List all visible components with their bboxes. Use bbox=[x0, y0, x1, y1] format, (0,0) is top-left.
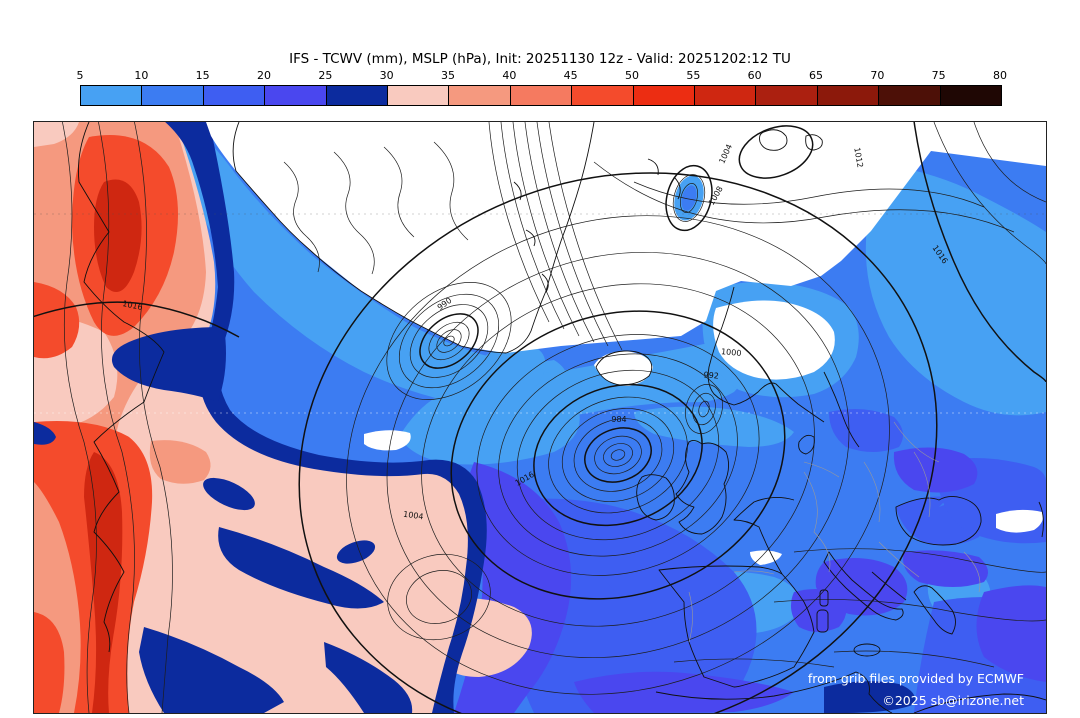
colorbar-tick-row: 5 10 15 20 25 30 35 40 45 50 55 60 65 70 75 80 bbox=[76, 69, 1008, 83]
colorbar-tick-label: 50 bbox=[625, 69, 639, 82]
coast-iberia bbox=[658, 565, 815, 688]
isobar-label: 1012 bbox=[852, 147, 864, 169]
colorbar-tick-label: 30 bbox=[379, 69, 394, 82]
tcwv-darkred-core bbox=[94, 179, 142, 292]
lens-low-contours bbox=[665, 164, 713, 232]
colorbar-segment bbox=[510, 86, 573, 105]
colorbar-tick-label: 25 bbox=[318, 69, 333, 82]
colorbar-segment bbox=[940, 86, 1002, 105]
coast-france bbox=[733, 497, 795, 575]
colorbar-tick-label: 70 bbox=[870, 69, 885, 82]
tcwv-fill-layer bbox=[34, 122, 1046, 713]
colorbar-segment bbox=[265, 86, 327, 105]
arctic-closed-contours bbox=[593, 125, 1015, 233]
colorbar-segment bbox=[81, 86, 143, 105]
colorbar-segment bbox=[879, 86, 941, 105]
coastline-layer bbox=[78, 122, 1046, 713]
coast-greenland bbox=[232, 122, 595, 354]
tcwv-white-scandinavia bbox=[713, 300, 835, 380]
isobar-label: 1000 bbox=[721, 347, 742, 358]
colorbar-segment bbox=[756, 86, 818, 105]
colorbar-segment bbox=[572, 86, 634, 105]
colorbar-tick-label: 15 bbox=[195, 69, 210, 82]
colorbar-tick-label: 65 bbox=[809, 69, 823, 82]
coast-svalbard bbox=[759, 129, 823, 151]
coast-iceland bbox=[595, 350, 653, 386]
coast-north-africa bbox=[655, 671, 893, 713]
isobar-label: 984 bbox=[611, 415, 626, 424]
chart-title: IFS - TCWV (mm), MSLP (hPa), Init: 20251… bbox=[289, 51, 791, 67]
tcwv-white-greenland-arctic bbox=[206, 122, 1046, 353]
cyclone-greenland-low bbox=[386, 282, 512, 400]
tcwv-white-iceland bbox=[594, 351, 653, 386]
coast-denmark bbox=[798, 434, 815, 455]
colorbar-segment bbox=[817, 86, 880, 105]
colorbar-segment bbox=[203, 86, 266, 105]
border-layer bbox=[688, 421, 981, 643]
isobar-layer bbox=[34, 122, 1046, 713]
attribution: from grib files provided by ECMWF ©2025 … bbox=[808, 671, 1024, 708]
coast-labrador bbox=[78, 122, 165, 653]
coast-black-sea bbox=[895, 495, 982, 546]
colorbar-tick-label: 60 bbox=[747, 69, 762, 82]
colorbar-tick-label: 5 bbox=[76, 69, 84, 82]
colorbar-tick-label: 55 bbox=[686, 69, 701, 82]
coast-ireland bbox=[636, 474, 675, 521]
colorbar-tick-label: 80 bbox=[993, 69, 1007, 82]
colorbar-tick-label: 20 bbox=[257, 69, 271, 82]
tcwv-lightblue-east bbox=[865, 162, 1046, 416]
isobar-label: 1016 bbox=[122, 299, 144, 312]
graticule-layer bbox=[34, 213, 1046, 414]
azores-low bbox=[387, 553, 491, 641]
colorbar bbox=[80, 85, 1002, 106]
secondary-low bbox=[685, 384, 723, 434]
tcwv-frontal-band bbox=[165, 122, 487, 713]
colorbar-segment bbox=[388, 86, 450, 105]
isobar-label: 1004 bbox=[403, 510, 424, 522]
attribution-line-1: from grib files provided by ECMWF bbox=[808, 671, 1024, 686]
colorbar-tick-label: 75 bbox=[931, 69, 946, 82]
tcwv-navy-wedge bbox=[111, 327, 226, 402]
coast-norway bbox=[707, 286, 825, 423]
colorbar-tick-label: 35 bbox=[441, 69, 455, 82]
colorbar-tick-label: 10 bbox=[134, 69, 149, 82]
colorbar-tick-label: 40 bbox=[502, 69, 517, 82]
colorbar-segment bbox=[633, 86, 696, 105]
coast-britain bbox=[675, 439, 729, 535]
colorbar-segment bbox=[449, 86, 511, 105]
colorbar-tick-label: 45 bbox=[563, 69, 578, 82]
coast-italy bbox=[823, 551, 904, 621]
colorbar-segment bbox=[695, 86, 757, 105]
isobar-label: 992 bbox=[703, 370, 719, 380]
coast-balkans-greece bbox=[871, 571, 956, 635]
colorbar-segment bbox=[326, 86, 389, 105]
colorbar-segment bbox=[142, 86, 204, 105]
map-frame: 1016 990 1004 1016 984 992 1000 1008 1004 1012 101… bbox=[33, 121, 1047, 714]
attribution-line-2: ©2025 sb@irizone.net bbox=[882, 693, 1024, 708]
